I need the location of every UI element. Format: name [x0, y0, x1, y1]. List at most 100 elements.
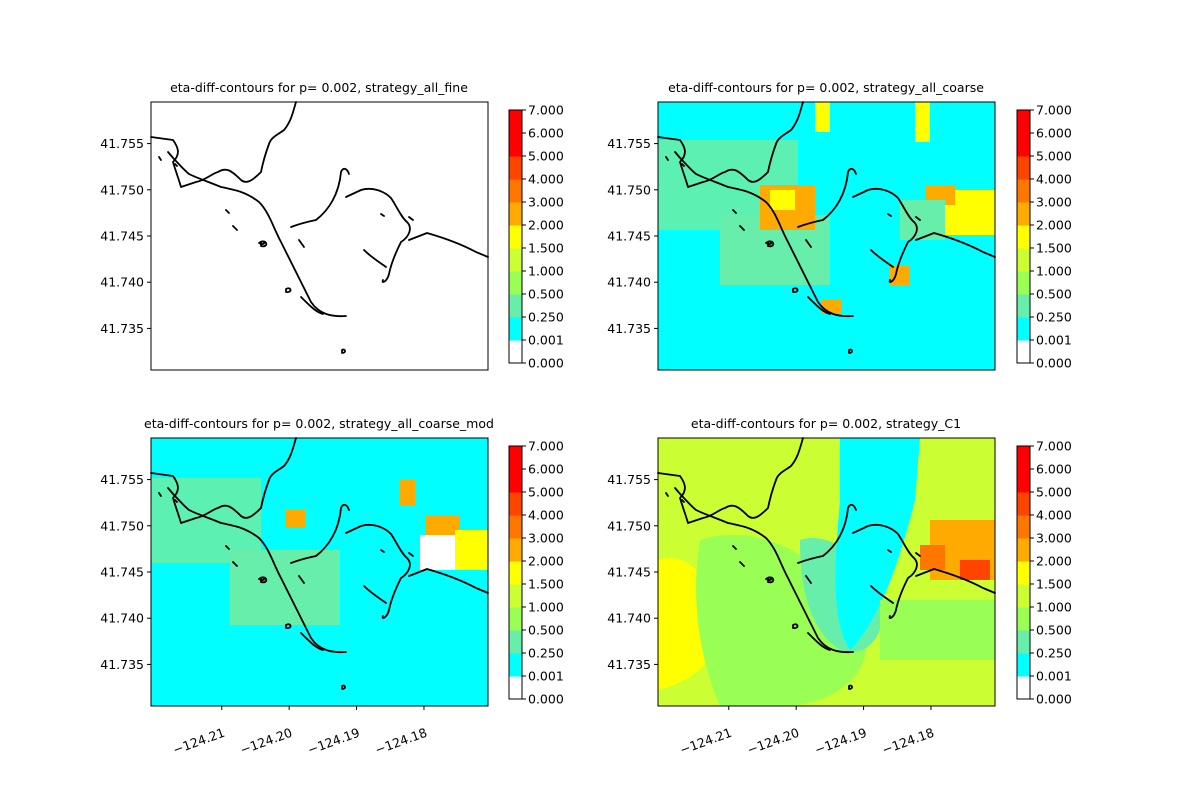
coastline	[150, 437, 489, 690]
coastline-segment	[792, 287, 799, 293]
coastline-segment	[887, 549, 892, 553]
colorbar-tick-label: 2.000	[528, 554, 564, 569]
coastline-segment	[363, 249, 387, 268]
colorbar-tick-label: 1.000	[528, 264, 564, 279]
colorbar-bin	[1017, 156, 1030, 180]
panel-strategy-all-coarse: eta-diff-contours for p= 0.002, strategy…	[607, 80, 1072, 371]
colorbar-tick-label: 1.500	[1036, 241, 1072, 256]
coastline-segment	[408, 568, 489, 594]
coastline-segment	[225, 209, 230, 214]
colorbar-tick-label: 1.000	[528, 600, 564, 615]
coastline-segment	[345, 187, 411, 283]
coastline-segment	[380, 549, 385, 553]
y-axis: 41.755 41.750 41.745 41.740 41.735	[607, 136, 658, 336]
coastline-segment	[285, 287, 292, 293]
coastline-segment	[665, 156, 669, 161]
colorbar-tick-label: 0.500	[1036, 287, 1072, 302]
coastline	[150, 101, 489, 354]
colorbar-tick-label: 0.250	[528, 310, 564, 325]
coastline-segment	[290, 167, 350, 228]
colorbar-bin	[1017, 294, 1030, 318]
colorbar-bin	[1017, 248, 1030, 272]
coastline-segment	[285, 623, 292, 629]
coastline-segment	[797, 503, 857, 564]
colorbar-frame	[1016, 109, 1031, 364]
coastline-segment	[657, 101, 804, 188]
coastline-segment	[852, 523, 918, 619]
coastline-segment	[915, 232, 996, 258]
x-tick-label: −124.21	[678, 725, 734, 758]
coastline-segment	[807, 632, 831, 651]
coastline-segment	[232, 561, 238, 567]
colorbar-bin	[1017, 538, 1030, 562]
coastline-segment	[290, 503, 350, 564]
colorbar-bin	[509, 561, 522, 585]
colorbar-bin	[509, 179, 522, 203]
y-tick-label: 41.750	[607, 518, 651, 533]
coastline-segment	[674, 151, 854, 318]
x-tick-label: −124.18	[373, 725, 429, 758]
coastline-segment	[225, 545, 230, 550]
colorbar-bin	[1017, 469, 1030, 493]
heatmap-field	[151, 438, 488, 706]
colorbar-bin	[509, 156, 522, 180]
panel-title: eta-diff-contours for p= 0.002, strategy…	[170, 80, 468, 95]
colorbar-tick-label: 5.000	[1036, 485, 1072, 500]
coastline-segment	[345, 523, 411, 619]
coastline-segment	[341, 348, 346, 354]
colorbar-bin	[509, 653, 522, 677]
y-tick-label: 41.755	[100, 472, 144, 487]
panel-strategy-all-fine: eta-diff-contours for p= 0.002, strategy…	[100, 80, 564, 371]
coastline-segment	[158, 492, 162, 497]
colorbar-tick-label: 1.500	[528, 577, 564, 592]
colorbar-tick-label: 0.250	[1036, 310, 1072, 325]
colorbar: 7.000 6.000 5.000 4.000 3.000 2.000 1.500 1.000…	[508, 439, 564, 707]
colorbar-bin	[509, 584, 522, 608]
colorbar-tick-label: 2.000	[1036, 218, 1072, 233]
coastline-segment	[665, 492, 669, 497]
colorbar-bin	[509, 202, 522, 226]
x-tick-label: −124.21	[171, 725, 227, 758]
colorbar-tick-label: 0.500	[528, 287, 564, 302]
colorbar-tick-label: 1.000	[1036, 264, 1072, 279]
colorbar-bin	[1017, 653, 1030, 677]
colorbar-tick-label: 0.000	[528, 356, 564, 371]
x-axis: −124.21 −124.20 −124.19 −124.18	[678, 706, 936, 757]
coastline-segment	[848, 348, 853, 354]
coastline-segment	[150, 101, 297, 188]
colorbar-bin	[1017, 584, 1030, 608]
colorbar-bin	[509, 225, 522, 249]
colorbar-tick-label: 0.001	[528, 333, 564, 348]
colorbar-bin	[1017, 446, 1030, 470]
coastline-segment	[848, 684, 853, 690]
colorbar-tick-label: 3.000	[528, 195, 564, 210]
colorbar-bin	[1017, 676, 1030, 700]
colorbar-tick-label: 7.000	[1036, 439, 1072, 454]
coastline-segment	[298, 239, 305, 248]
colorbar: 7.000 6.000 5.000 4.000 3.000 2.000 1.500 1.000…	[1016, 439, 1072, 707]
colorbar-tick-label: 1.000	[1036, 600, 1072, 615]
y-tick-label: 41.740	[100, 611, 144, 626]
colorbar-bin	[1017, 515, 1030, 539]
colorbar-tick-label: 0.000	[528, 692, 564, 707]
colorbar-bin	[1017, 630, 1030, 654]
panel-strategy-c1: eta-diff-contours for p= 0.002, strategy…	[607, 416, 1072, 757]
colorbar-tick-label: 0.500	[528, 623, 564, 638]
coastline-segment	[732, 545, 737, 550]
coastline-segment	[870, 249, 894, 268]
coastline-segment	[167, 487, 347, 654]
coastline-segment	[915, 552, 921, 557]
coastline-segment	[792, 623, 799, 629]
coastline-segment	[363, 585, 387, 604]
coastline-segment	[298, 575, 305, 584]
colorbar-bin	[509, 317, 522, 341]
coastline-segment	[887, 213, 892, 217]
colorbar-tick-label: 7.000	[528, 439, 564, 454]
colorbar-bin	[509, 492, 522, 516]
coastline-segment	[150, 437, 297, 524]
map-background	[151, 102, 488, 370]
x-axis: −124.21 −124.20 −124.19 −124.18	[171, 706, 429, 757]
colorbar-bin	[1017, 179, 1030, 203]
colorbar-tick-label: 0.500	[1036, 623, 1072, 638]
y-axis: 41.755 41.750 41.745 41.740 41.735	[100, 136, 151, 336]
